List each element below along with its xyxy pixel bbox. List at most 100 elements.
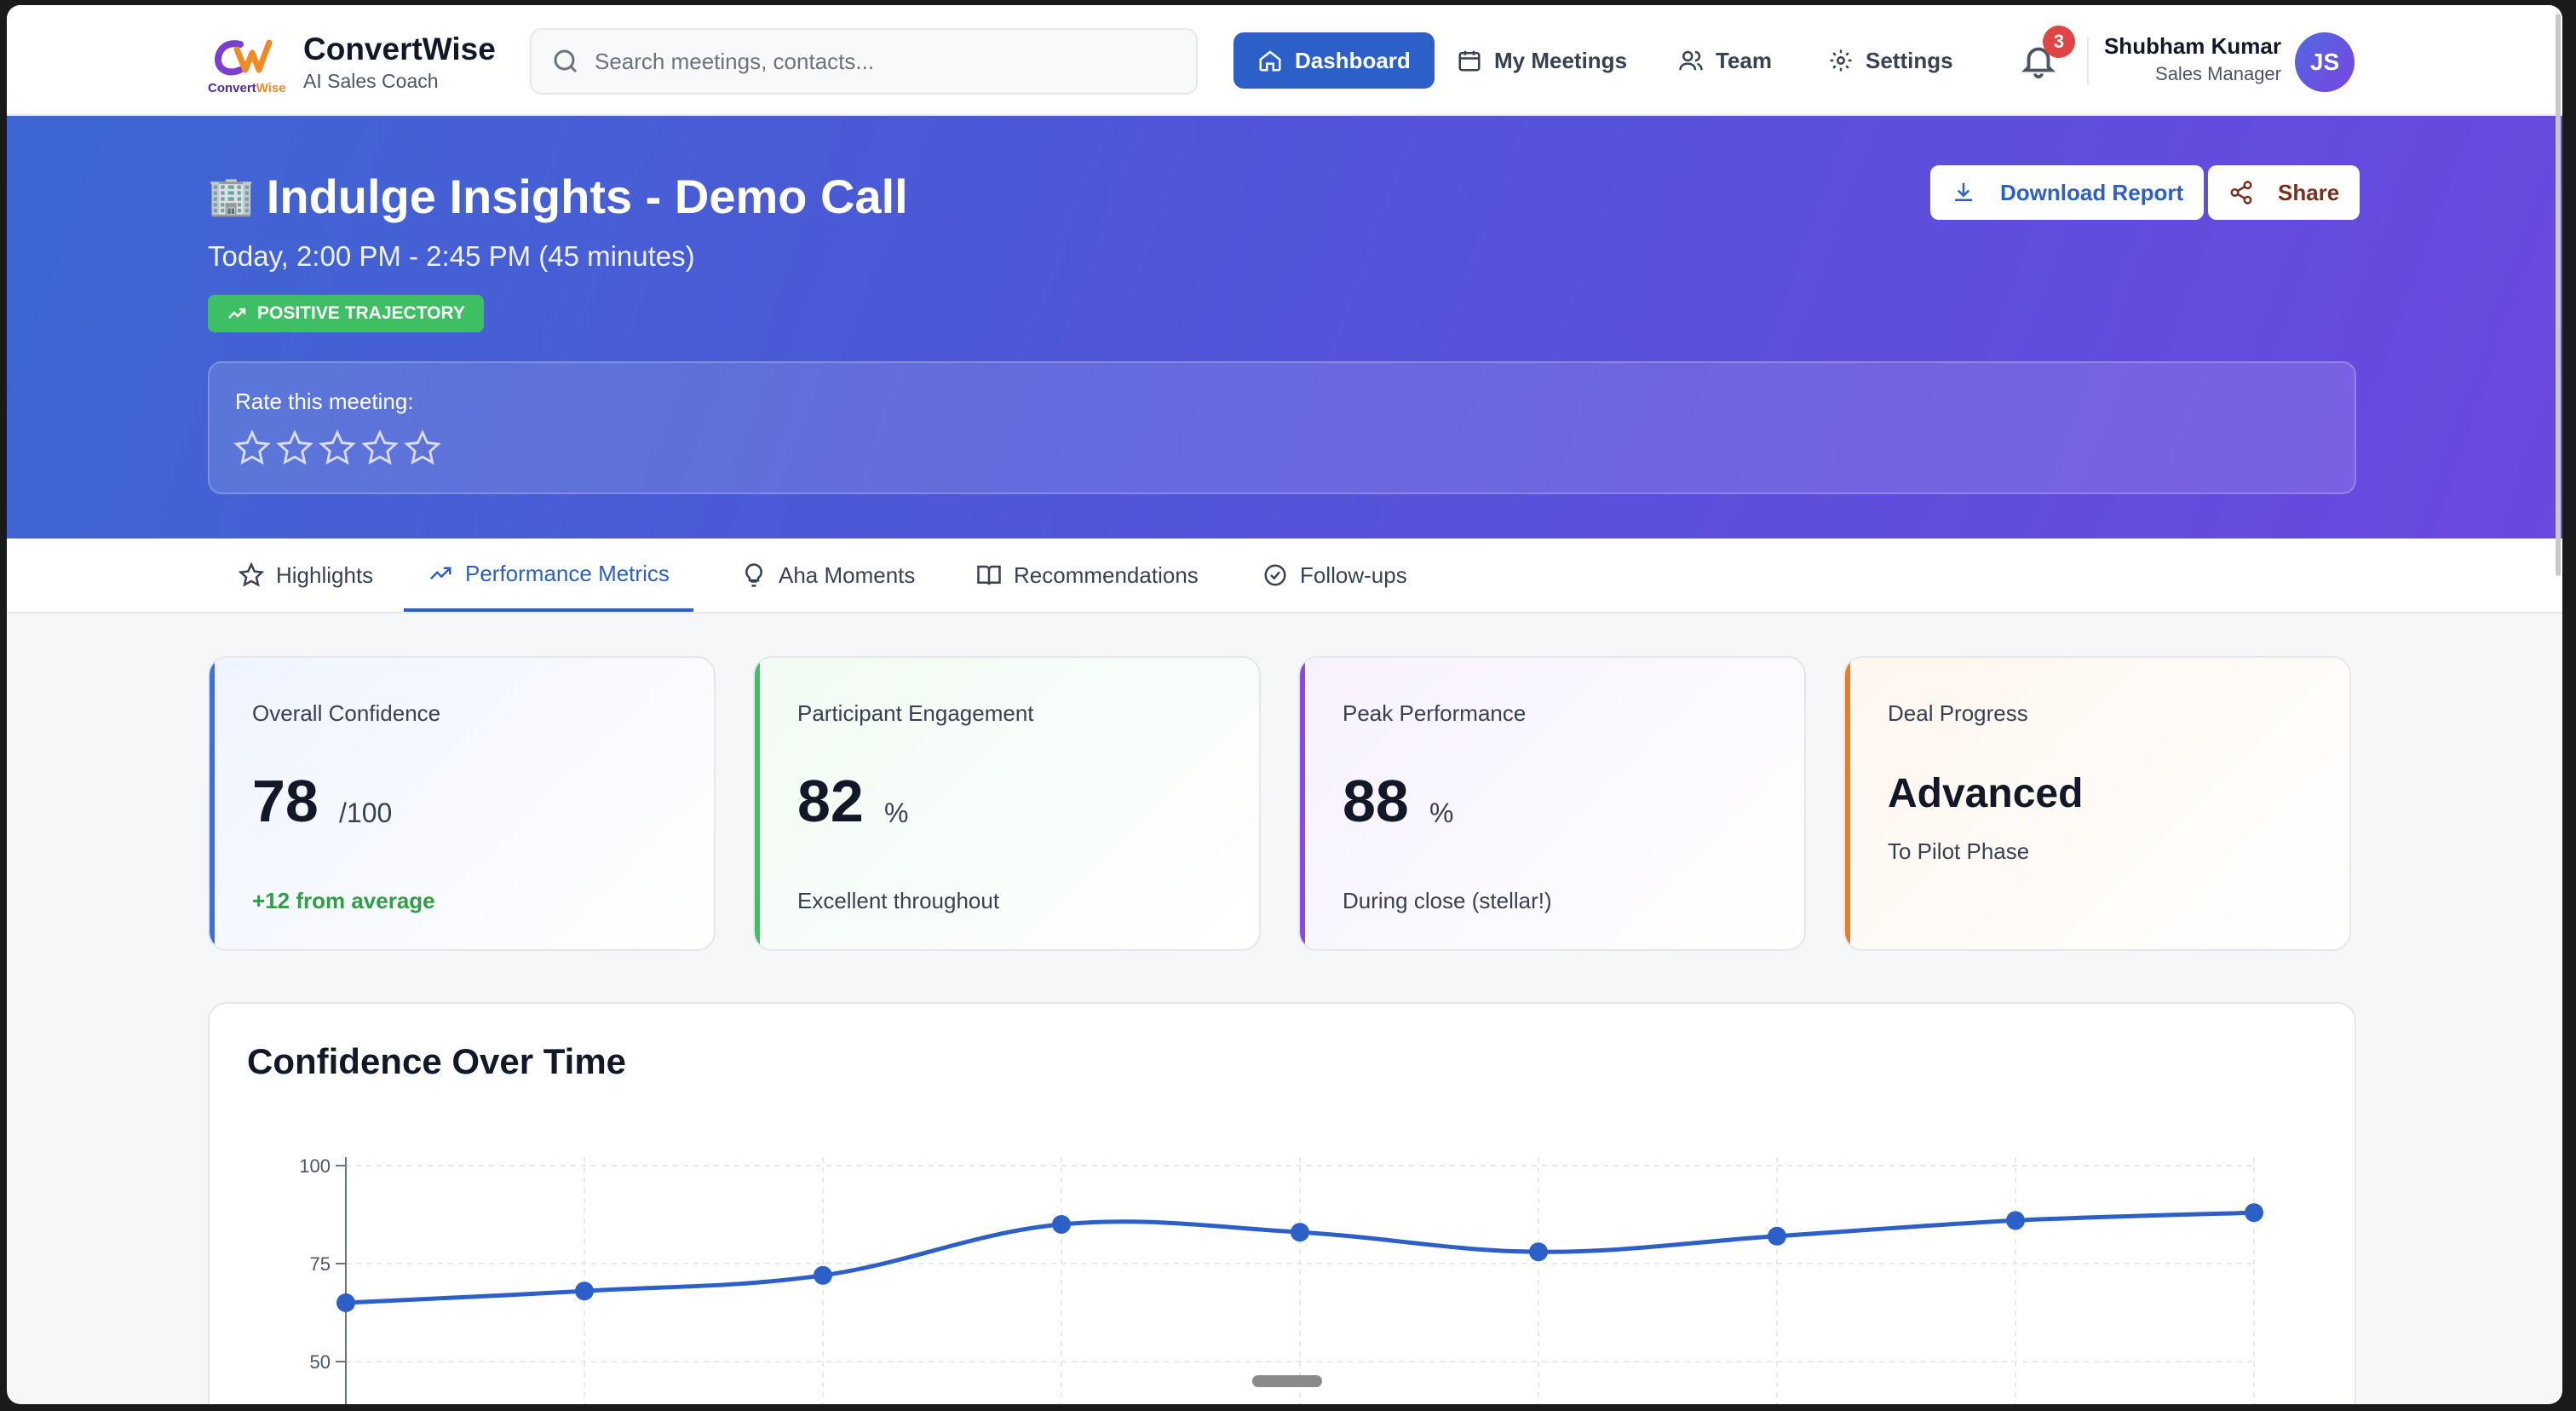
card-accent — [1300, 658, 1305, 949]
metric-value: 82 — [797, 768, 864, 834]
bell-icon[interactable] — [2019, 41, 2058, 80]
tab-performance-metrics-label: Performance Metrics — [465, 560, 670, 586]
share-label: Share — [2278, 179, 2340, 205]
meeting-title: Indulge Insights - Demo Call — [266, 170, 908, 223]
metric-note: +12 from average — [252, 888, 435, 913]
building-icon: 🏢 — [208, 176, 255, 217]
star-icon — [239, 562, 264, 587]
metric-card-deal-progress: Deal Progress Advanced To Pilot Phase — [1843, 656, 2351, 951]
metric-title: Peak Performance — [1343, 700, 1527, 726]
users-icon — [1679, 50, 1703, 71]
data-point — [2245, 1203, 2263, 1223]
download-report-label: Download Report — [2000, 179, 2184, 205]
nav-settings[interactable]: Settings — [1828, 32, 1953, 89]
tab-follow-ups[interactable]: Follow-ups — [1239, 538, 1431, 612]
metric-unit: /100 — [339, 798, 393, 828]
data-point — [1529, 1242, 1548, 1262]
tab-recommendations[interactable]: Recommendations — [952, 538, 1222, 612]
nav-dashboard[interactable]: Dashboard — [1233, 32, 1435, 89]
metric-note: To Pilot Phase — [1888, 838, 2030, 864]
data-point — [1052, 1215, 1071, 1234]
download-report-button[interactable]: Download Report — [1930, 165, 2205, 220]
data-point — [1768, 1226, 1786, 1246]
download-icon — [1955, 182, 1972, 201]
check-circle-icon — [1264, 564, 1286, 586]
search-bar[interactable] — [530, 28, 1198, 95]
tab-follow-ups-label: Follow-ups — [1300, 562, 1407, 588]
tab-aha-moments-label: Aha Moments — [779, 562, 916, 588]
chart-title: Confidence Over Time — [247, 1041, 627, 1081]
metric-title: Overall Confidence — [252, 700, 441, 726]
convertwise-logo[interactable]: ConvertWise — [208, 32, 293, 97]
avatar[interactable]: JS — [2295, 32, 2355, 92]
metric-unit: % — [1429, 798, 1454, 828]
page-title: 🏢 Indulge Insights - Demo Call — [208, 167, 908, 227]
scrollbar[interactable] — [2556, 14, 2561, 576]
metric-title: Participant Engagement — [797, 700, 1034, 726]
user-role: Sales Manager — [2155, 63, 2281, 84]
y-tick-label: 50 — [310, 1351, 331, 1373]
star-icon[interactable] — [276, 429, 313, 467]
gear-icon — [1830, 49, 1852, 72]
user-info[interactable]: Shubham Kumar Sales Manager — [2104, 31, 2281, 87]
metric-value: 88 — [1343, 768, 1409, 834]
search-input[interactable] — [595, 48, 1157, 75]
divider — [2087, 37, 2089, 85]
star-rating[interactable] — [233, 429, 446, 467]
metric-note: Excellent throughout — [797, 888, 1000, 913]
tab-highlights[interactable]: Highlights — [215, 538, 397, 612]
nav-my-meetings[interactable]: My Meetings — [1457, 32, 1627, 89]
trajectory-label: POSITIVE TRAJECTORY — [257, 303, 465, 323]
data-point — [814, 1265, 832, 1285]
nav-settings-label: Settings — [1866, 47, 1953, 73]
user-name: Shubham Kumar — [2103, 33, 2281, 59]
scroll-handle[interactable] — [1252, 1375, 1322, 1387]
tab-highlights-label: Highlights — [276, 562, 374, 588]
nav-team-label: Team — [1716, 47, 1772, 73]
star-icon[interactable] — [319, 429, 356, 467]
book-icon — [977, 565, 1001, 585]
meeting-time: Today, 2:00 PM - 2:45 PM (45 minutes) — [208, 240, 695, 272]
metric-title: Deal Progress — [1888, 700, 2028, 726]
y-tick-label: 75 — [310, 1253, 331, 1275]
star-icon[interactable] — [404, 429, 441, 467]
app-name: ConvertWise — [303, 32, 496, 66]
confidence-chart-card: Confidence Over Time 100 75 50 — [208, 1002, 2356, 1404]
tab-aha-moments[interactable]: Aha Moments — [717, 538, 939, 612]
data-point — [575, 1281, 594, 1301]
data-point — [336, 1293, 355, 1312]
share-icon — [2230, 181, 2252, 204]
tab-performance-metrics[interactable]: Performance Metrics — [404, 538, 693, 612]
star-icon[interactable] — [233, 429, 271, 467]
app-tagline: AI Sales Coach — [303, 70, 439, 92]
y-tick-label: 100 — [299, 1155, 331, 1177]
data-point — [2006, 1211, 2025, 1230]
metric-card-confidence: Overall Confidence 78 /100 +12 from aver… — [208, 656, 716, 951]
search-icon — [554, 49, 578, 73]
metric-note: During close (stellar!) — [1343, 888, 1552, 913]
nav-team[interactable]: Team — [1678, 32, 1772, 89]
metric-value: 78 — [252, 768, 319, 834]
home-icon — [1259, 50, 1281, 72]
status-badge: POSITIVE TRAJECTORY — [208, 295, 484, 332]
brand: ConvertWise AI Sales Coach — [303, 31, 496, 94]
metric-card-engagement: Participant Engagement 82 % Excellent th… — [753, 656, 1261, 951]
notification-badge: 3 — [2043, 26, 2075, 58]
rating-panel: Rate this meeting: — [208, 361, 2356, 494]
meeting-header: 🏢 Indulge Insights - Demo Call Today, 2:… — [7, 116, 2562, 538]
card-accent — [210, 658, 215, 949]
app-window: ConvertWise ConvertWise AI Sales Coach D… — [7, 5, 2562, 1404]
tab-bar: Highlights Performance Metrics Aha Momen… — [7, 538, 2562, 613]
nav-my-meetings-label: My Meetings — [1494, 47, 1628, 73]
svg-text:ConvertWise: ConvertWise — [208, 81, 286, 95]
metric-unit: % — [884, 798, 909, 828]
lightbulb-icon — [745, 563, 762, 587]
tab-recommendations-label: Recommendations — [1014, 562, 1199, 588]
star-icon[interactable] — [361, 429, 399, 467]
nav-dashboard-label: Dashboard — [1295, 47, 1411, 73]
calendar-icon — [1458, 50, 1481, 72]
card-accent — [1845, 658, 1850, 949]
share-button[interactable]: Share — [2208, 165, 2360, 220]
rating-label: Rate this meeting: — [235, 389, 414, 414]
metric-card-peak: Peak Performance 88 % During close (stel… — [1298, 656, 1806, 951]
